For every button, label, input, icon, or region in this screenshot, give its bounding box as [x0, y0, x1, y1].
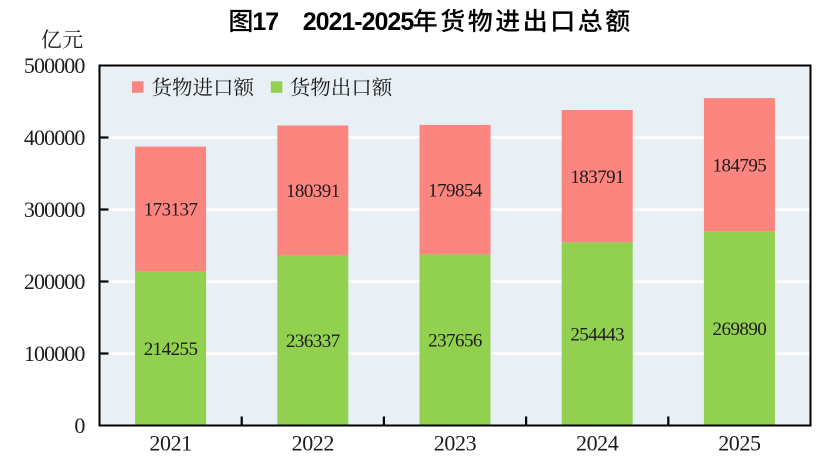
svg-text:2021-2025: 2021-2025 — [303, 8, 415, 36]
svg-text:2025: 2025 — [718, 431, 761, 456]
svg-text:173137: 173137 — [144, 200, 198, 221]
svg-text:183791: 183791 — [570, 167, 624, 188]
svg-text:2024: 2024 — [576, 431, 619, 456]
svg-text:300000: 300000 — [24, 197, 86, 222]
svg-text:236337: 236337 — [286, 331, 340, 352]
svg-text:179854: 179854 — [428, 180, 483, 201]
svg-text:2022: 2022 — [292, 431, 334, 456]
svg-text:17: 17 — [252, 8, 278, 36]
svg-text:500000: 500000 — [24, 53, 86, 78]
svg-text:180391: 180391 — [286, 181, 340, 202]
svg-text:184795: 184795 — [713, 155, 767, 176]
svg-text:2023: 2023 — [434, 431, 477, 456]
svg-text:2021: 2021 — [149, 431, 191, 456]
svg-text:200000: 200000 — [24, 269, 86, 294]
svg-text:0: 0 — [74, 413, 85, 438]
svg-text:254443: 254443 — [570, 325, 624, 346]
svg-text:269890: 269890 — [713, 319, 767, 340]
svg-text:214255: 214255 — [144, 339, 198, 360]
svg-text:237656: 237656 — [428, 331, 482, 352]
svg-text:100000: 100000 — [24, 341, 86, 366]
svg-text:400000: 400000 — [24, 125, 86, 150]
